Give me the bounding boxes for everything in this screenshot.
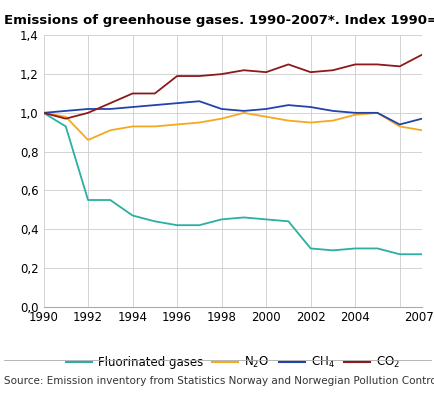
Legend: Fluorinated gases, N$_2$O, CH$_4$, CO$_2$: Fluorinated gases, N$_2$O, CH$_4$, CO$_2… xyxy=(61,351,404,375)
Text: Source: Emission inventory from Statistics Norway and Norwegian Pollution Contro: Source: Emission inventory from Statisti… xyxy=(4,376,434,386)
Text: Emissions of greenhouse gases. 1990-2007*. Index 1990=1.0: Emissions of greenhouse gases. 1990-2007… xyxy=(4,14,434,27)
